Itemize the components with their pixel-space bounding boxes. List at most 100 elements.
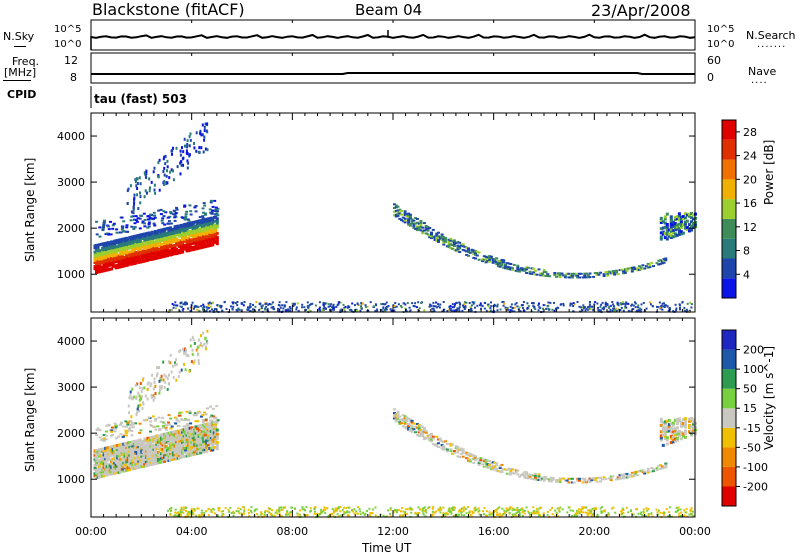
echo-cell bbox=[115, 426, 118, 428]
echo-cell bbox=[182, 157, 184, 160]
echo-cell bbox=[647, 472, 650, 474]
echo-cell bbox=[186, 423, 189, 425]
echo-cell bbox=[573, 302, 575, 304]
echo-cell bbox=[446, 443, 449, 445]
echo-cell bbox=[412, 220, 415, 222]
echo-cell bbox=[404, 511, 406, 513]
echo-cell bbox=[478, 259, 481, 261]
echo-cell bbox=[139, 176, 141, 179]
echo-cell bbox=[583, 478, 586, 480]
echo-cell bbox=[177, 165, 179, 168]
echo-cell bbox=[152, 215, 155, 217]
echo-cell bbox=[680, 437, 683, 440]
echo-cell bbox=[427, 230, 430, 232]
echo-cell bbox=[571, 478, 574, 480]
echo-cell bbox=[135, 397, 137, 400]
echo-cell bbox=[547, 308, 549, 310]
y-tick-label: 3000 bbox=[57, 176, 85, 189]
echo-cell bbox=[651, 512, 653, 514]
echo-cell bbox=[397, 413, 400, 415]
echo-cell bbox=[226, 308, 228, 310]
echo-cell bbox=[439, 438, 442, 440]
echo-cell bbox=[621, 513, 623, 515]
echo-cell bbox=[173, 307, 175, 309]
echo-cell bbox=[452, 506, 454, 508]
echo-cell bbox=[117, 436, 120, 438]
echo-cell bbox=[456, 307, 458, 309]
echo-cell bbox=[191, 360, 193, 363]
echo-cell bbox=[338, 301, 340, 303]
echo-cell bbox=[185, 411, 188, 413]
echo-cell bbox=[130, 219, 133, 221]
echo-cell bbox=[203, 205, 206, 207]
echo-cell bbox=[115, 228, 118, 230]
echo-cell bbox=[564, 275, 567, 277]
echo-cell bbox=[175, 207, 178, 209]
echo-cell bbox=[157, 210, 160, 212]
echo-cell bbox=[141, 407, 143, 410]
echo-cell bbox=[552, 479, 555, 481]
echo-cell bbox=[423, 427, 426, 429]
echo-cell bbox=[193, 338, 195, 341]
echo-cell bbox=[444, 241, 447, 243]
echo-cell bbox=[131, 388, 133, 391]
echo-cell bbox=[162, 361, 164, 364]
echo-cell bbox=[589, 301, 591, 303]
echo-cell bbox=[430, 234, 433, 236]
echo-cell bbox=[641, 303, 643, 305]
echo-cell bbox=[407, 220, 410, 222]
echo-cell bbox=[513, 264, 516, 266]
echo-cell bbox=[169, 418, 172, 420]
echo-cell bbox=[328, 306, 330, 308]
echo-cell bbox=[532, 268, 535, 270]
echo-cell bbox=[666, 213, 669, 216]
echo-cell bbox=[162, 170, 164, 173]
echo-cell bbox=[488, 460, 491, 462]
echo-cell bbox=[538, 306, 540, 308]
echo-cell bbox=[259, 303, 261, 305]
echo-cell bbox=[640, 512, 642, 514]
echo-cell bbox=[578, 508, 580, 510]
echo-cell bbox=[184, 304, 186, 306]
echo-cell bbox=[474, 510, 476, 512]
echo-cell bbox=[287, 513, 289, 515]
echo-cell bbox=[96, 233, 99, 235]
echo-cell bbox=[600, 304, 602, 306]
echo-cell bbox=[232, 306, 234, 308]
echo-cell bbox=[212, 206, 215, 208]
echo-cell bbox=[156, 366, 158, 369]
echo-cell bbox=[121, 226, 124, 228]
echo-cell bbox=[346, 510, 348, 512]
echo-cell bbox=[151, 181, 153, 184]
echo-cell bbox=[271, 509, 273, 511]
echo-cell bbox=[393, 408, 396, 410]
echo-cell bbox=[610, 305, 612, 307]
echo-cell bbox=[173, 178, 175, 181]
echo-cell bbox=[684, 216, 687, 219]
echo-cell bbox=[397, 206, 400, 208]
echo-cell bbox=[635, 306, 637, 308]
echo-cell bbox=[272, 301, 274, 303]
echo-cell bbox=[568, 507, 570, 509]
echo-cell bbox=[236, 510, 238, 512]
echo-cell bbox=[603, 273, 606, 275]
echo-cell bbox=[400, 210, 403, 212]
echo-cell bbox=[501, 264, 504, 266]
echo-cell bbox=[161, 375, 163, 378]
echo-cell bbox=[216, 217, 219, 220]
echo-cell bbox=[521, 507, 523, 509]
echo-cell bbox=[202, 304, 204, 306]
echo-cell bbox=[692, 511, 694, 513]
echo-cell bbox=[357, 303, 359, 305]
echo-cell bbox=[187, 419, 190, 421]
echo-cell bbox=[633, 514, 635, 516]
echo-cell bbox=[666, 238, 669, 241]
echo-cell bbox=[325, 302, 327, 304]
echo-cell bbox=[591, 306, 593, 308]
echo-cell bbox=[255, 301, 257, 303]
echo-cell bbox=[165, 427, 168, 429]
echo-cell bbox=[663, 262, 666, 264]
echo-cell bbox=[562, 508, 564, 510]
echo-cell bbox=[552, 513, 554, 515]
echo-cell bbox=[449, 450, 452, 452]
